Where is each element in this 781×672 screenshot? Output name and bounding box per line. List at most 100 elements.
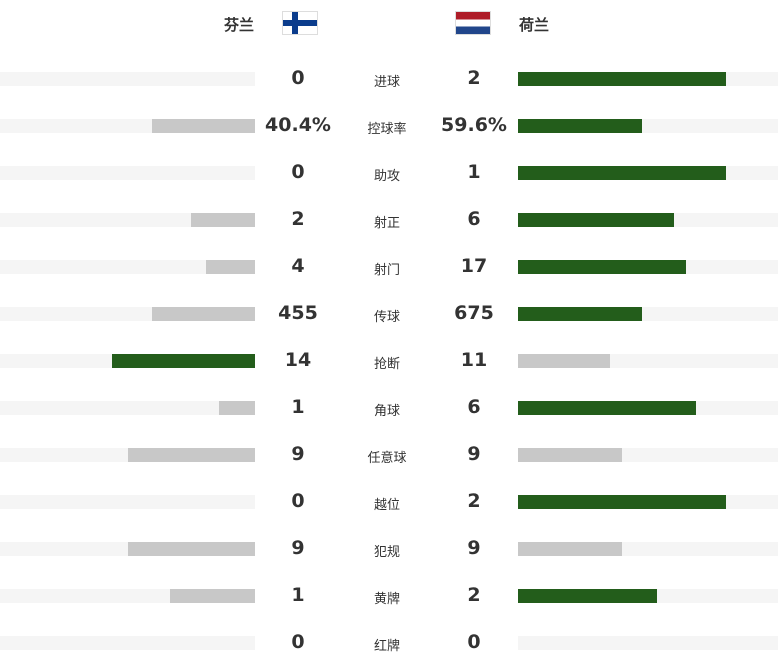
away-bar	[518, 307, 643, 321]
away-value: 2	[467, 584, 481, 606]
stat-row: 40.4% 控球率 59.6%	[0, 111, 781, 141]
away-bar-track	[518, 354, 778, 368]
stat-label: 助攻	[373, 169, 400, 184]
stat-row: 4 射门 17	[0, 252, 781, 282]
stat-row: 1 黄牌 2	[0, 581, 781, 611]
stat-row: 9 任意球 9	[0, 440, 781, 470]
stat-row: 1 角球 6	[0, 393, 781, 423]
home-bar-track	[0, 589, 255, 603]
away-bar-track	[518, 495, 778, 509]
home-bar-track	[0, 401, 255, 415]
stat-row: 0 进球 2	[0, 64, 781, 94]
home-value: 2	[291, 208, 305, 230]
away-bar-track	[518, 307, 778, 321]
stat-label: 抢断	[373, 357, 400, 372]
away-bar	[518, 589, 657, 603]
away-bar-track	[518, 448, 778, 462]
away-value: 9	[467, 537, 481, 559]
away-value: 9	[467, 443, 481, 465]
home-bar-track	[0, 260, 255, 274]
home-value: 0	[291, 161, 305, 183]
home-bar	[152, 307, 255, 321]
home-value: 0	[291, 631, 305, 653]
home-value: 40.4%	[265, 114, 331, 136]
away-bar	[518, 166, 726, 180]
home-bar-track	[0, 542, 255, 556]
away-bar-track	[518, 72, 778, 86]
away-value: 2	[467, 67, 481, 89]
away-bar	[518, 119, 642, 133]
away-bar	[518, 213, 674, 227]
home-bar-track	[0, 307, 255, 321]
home-bar	[127, 448, 255, 462]
home-bar-track	[0, 636, 255, 650]
stat-label: 犯规	[373, 545, 400, 560]
stat-label: 黄牌	[373, 592, 400, 607]
home-team-name: 芬兰	[223, 16, 254, 34]
stat-row: 0 红牌 0	[0, 628, 781, 658]
stat-row: 9 犯规 9	[0, 534, 781, 564]
away-bar-track	[518, 260, 778, 274]
home-value: 1	[291, 396, 305, 418]
stat-label: 射正	[373, 216, 400, 231]
home-bar	[112, 354, 255, 368]
away-bar-track	[518, 119, 778, 133]
home-bar	[127, 542, 255, 556]
stat-label: 传球	[373, 310, 400, 325]
home-value: 4	[291, 255, 305, 277]
stat-label: 越位	[373, 498, 400, 513]
netherlands-flag-icon	[455, 11, 491, 35]
away-bar-track	[518, 213, 778, 227]
stat-row: 455 传球 675	[0, 299, 781, 329]
home-value: 0	[291, 490, 305, 512]
away-bar	[518, 354, 610, 368]
away-bar-track	[518, 589, 778, 603]
away-bar-track	[518, 401, 778, 415]
away-bar	[518, 401, 697, 415]
home-value: 455	[278, 302, 318, 324]
home-bar-track	[0, 72, 255, 86]
stat-label: 控球率	[367, 122, 407, 137]
away-value: 0	[467, 631, 481, 653]
away-bar	[518, 542, 622, 556]
away-value: 675	[454, 302, 494, 324]
home-bar	[206, 260, 255, 274]
match-header: 芬兰 荷兰	[0, 0, 781, 48]
home-value: 0	[291, 67, 305, 89]
away-value: 59.6%	[441, 114, 507, 136]
home-bar-track	[0, 354, 255, 368]
away-bar	[518, 495, 726, 509]
stat-row: 0 越位 2	[0, 487, 781, 517]
stat-label: 射门	[373, 263, 400, 278]
away-value: 17	[460, 255, 488, 277]
away-bar-track	[518, 166, 778, 180]
away-bar	[518, 260, 687, 274]
home-value: 1	[291, 584, 305, 606]
home-bar-track	[0, 119, 255, 133]
home-bar-track	[0, 166, 255, 180]
stat-row: 14 抢断 11	[0, 346, 781, 376]
home-bar-track	[0, 495, 255, 509]
stat-label: 任意球	[367, 451, 407, 466]
home-bar-track	[0, 448, 255, 462]
away-bar	[518, 72, 726, 86]
home-bar	[191, 213, 255, 227]
away-value: 6	[467, 208, 481, 230]
home-bar	[151, 119, 255, 133]
away-value: 11	[460, 349, 488, 371]
away-value: 1	[467, 161, 481, 183]
away-bar-track	[518, 636, 778, 650]
away-team-name: 荷兰	[519, 16, 550, 34]
home-bar-track	[0, 213, 255, 227]
away-bar	[518, 448, 622, 462]
stat-row: 2 射正 6	[0, 205, 781, 235]
finland-flag-icon	[282, 11, 318, 35]
stat-row: 0 助攻 1	[0, 158, 781, 188]
away-bar-track	[518, 542, 778, 556]
home-value: 9	[291, 537, 305, 559]
stat-label: 红牌	[373, 639, 400, 654]
home-value: 14	[284, 349, 312, 371]
away-value: 2	[467, 490, 481, 512]
home-value: 9	[291, 443, 305, 465]
home-bar	[170, 589, 255, 603]
